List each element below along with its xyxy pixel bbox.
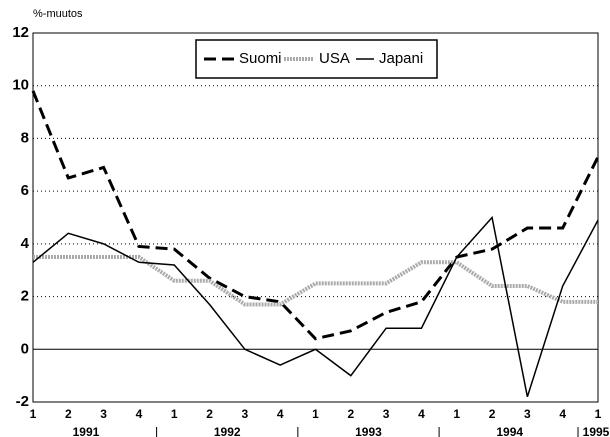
x-tick-label: 1: [312, 407, 319, 421]
series-line: [32, 215, 599, 397]
x-tick-label: 1: [453, 407, 460, 421]
x-tick-label: 3: [242, 407, 249, 421]
y-tick-label: 10: [12, 77, 29, 94]
year-label: 1992: [214, 425, 241, 437]
legend-box: [195, 39, 438, 79]
series-line: [33, 255, 598, 307]
y-tick-label: 12: [12, 24, 29, 41]
plot-frame: [32, 32, 599, 403]
x-tick-label: 3: [100, 407, 107, 421]
x-tick-label: 2: [206, 407, 213, 421]
y-tick-label: 6: [21, 182, 29, 199]
x-tick-label: 4: [559, 407, 566, 421]
y-tick-label: -2: [16, 393, 29, 410]
x-tick-label: 1: [595, 407, 602, 421]
x-tick-label: 4: [277, 407, 284, 421]
year-label: 1993: [355, 425, 382, 437]
y-tick-label: 8: [21, 129, 29, 146]
x-tick-label: 2: [489, 407, 496, 421]
x-tick-label: 3: [524, 407, 531, 421]
year-label: 1994: [496, 425, 523, 437]
x-tick-label: 4: [418, 407, 425, 421]
y-axis-label: %-muutos: [33, 8, 83, 20]
year-label: 1995: [583, 425, 610, 437]
legend-label: Suomi: [239, 50, 282, 67]
legend-label: USA: [319, 50, 350, 67]
x-tick-label: 3: [383, 407, 390, 421]
x-tick-label: 1: [30, 407, 37, 421]
y-tick-label: 2: [21, 288, 29, 305]
legend-label: Japani: [379, 50, 423, 67]
x-tick-label: 2: [65, 407, 72, 421]
year-label: 1991: [73, 425, 100, 437]
series-line: [31, 90, 600, 341]
y-tick-label: 0: [21, 340, 29, 357]
x-tick-label: 2: [347, 407, 354, 421]
x-tick-label: 4: [136, 407, 143, 421]
y-tick-label: 4: [21, 235, 30, 252]
x-tick-label: 1: [171, 407, 178, 421]
